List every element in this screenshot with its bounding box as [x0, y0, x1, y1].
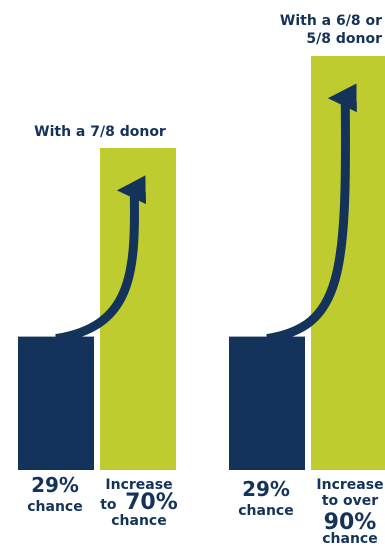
- chart-2-annotation-line-2: 5/8 donor: [306, 31, 382, 47]
- chart-2-increase-arrow: [266, 83, 357, 344]
- chart-2-tick-0-chance: chance: [238, 503, 293, 519]
- chart-1: With a 7/8 donor 29% chance Increase to …: [18, 124, 178, 529]
- chart-2-tick-1-to-over: to over: [322, 493, 378, 509]
- chart-1-tick-1-chance: chance: [111, 513, 166, 529]
- chart-2: With a 6/8 or 5/8 donor 29% chance Incre…: [229, 13, 385, 547]
- chart-1-tick-1-percent: 70%: [125, 490, 178, 515]
- chart-2-tick-1-increase: Increase: [316, 477, 383, 493]
- chart-1-tick-1-line-2: to 70%: [100, 490, 178, 515]
- chart-1-tick-0-chance: chance: [27, 499, 82, 515]
- chart-2-annotation-line-1: With a 6/8 or: [280, 13, 382, 29]
- chart-2-tick-1-chance: chance: [322, 531, 377, 547]
- chart-2-tick-1-percent: 90%: [324, 510, 377, 535]
- chart-1-tick-0-percent: 29%: [31, 473, 79, 497]
- chart-1-tick-1-to: to: [100, 497, 117, 513]
- chart-1-increase-arrow: [55, 175, 147, 344]
- chart-2-bar-29-percent: [229, 336, 305, 470]
- chart-1-annotation: With a 7/8 donor: [34, 124, 166, 140]
- chart-2-tick-0-percent: 29%: [242, 477, 290, 501]
- chart-1-tick-1-increase: Increase: [105, 477, 172, 493]
- chart-1-bar-29-percent: [18, 336, 94, 470]
